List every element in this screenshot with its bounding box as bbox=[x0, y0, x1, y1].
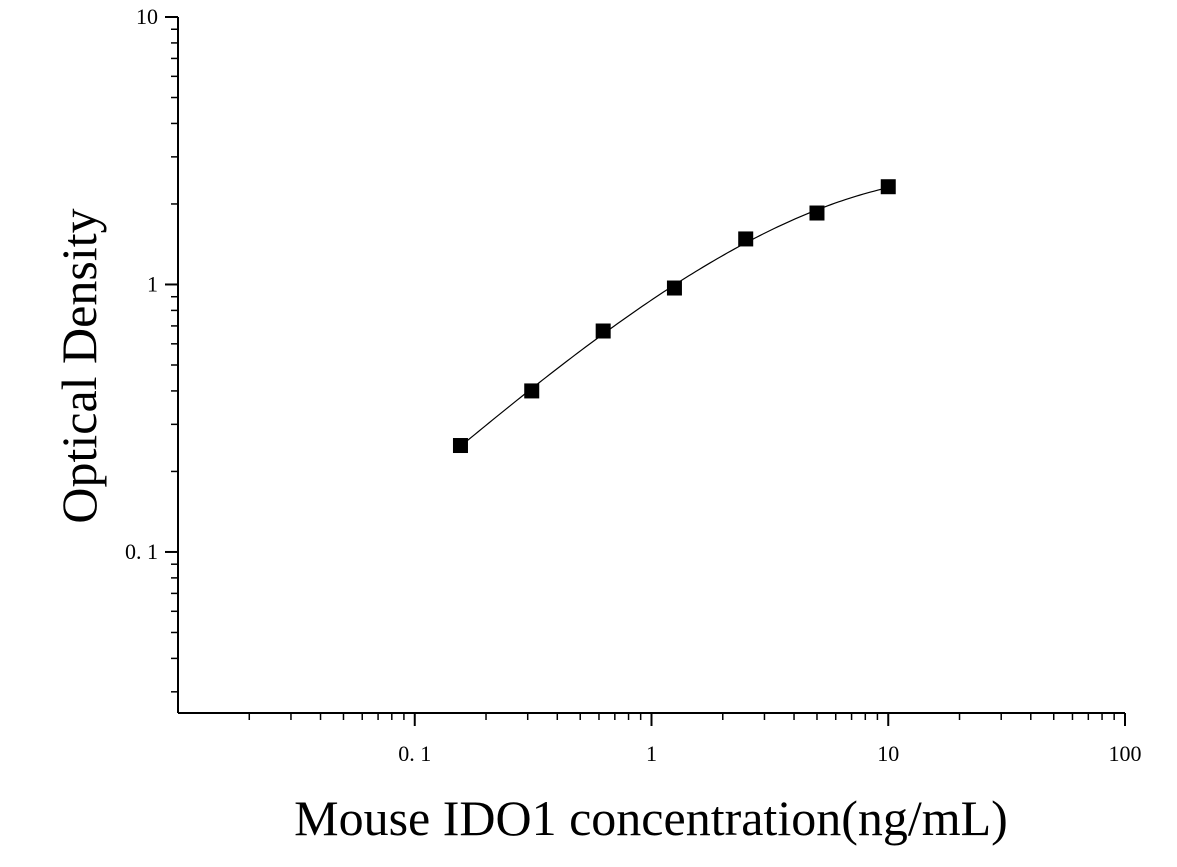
axes: 0. 1 1 10 100 0. 1 1 10 bbox=[125, 4, 1142, 766]
fit-curve-group bbox=[460, 187, 889, 447]
data-point bbox=[524, 383, 540, 399]
data-point bbox=[452, 438, 468, 454]
x-tick-label: 100 bbox=[1109, 741, 1142, 766]
x-tick-label: 1 bbox=[646, 741, 657, 766]
data-point bbox=[809, 205, 825, 221]
data-point bbox=[880, 179, 896, 195]
data-point bbox=[595, 323, 611, 339]
x-tick-label: 0. 1 bbox=[398, 741, 431, 766]
x-axis-label: Mouse IDO1 concentration(ng/mL) bbox=[294, 790, 1008, 846]
data-point bbox=[738, 231, 754, 247]
data-points bbox=[452, 179, 896, 454]
y-tick-label: 10 bbox=[136, 4, 158, 29]
y-axis-label: Optical Density bbox=[51, 208, 107, 523]
x-tick-label: 10 bbox=[877, 741, 899, 766]
y-tick-label: 1 bbox=[147, 271, 158, 296]
fit-curve bbox=[460, 187, 889, 447]
y-tick-label: 0. 1 bbox=[125, 539, 158, 564]
data-point bbox=[666, 280, 682, 296]
